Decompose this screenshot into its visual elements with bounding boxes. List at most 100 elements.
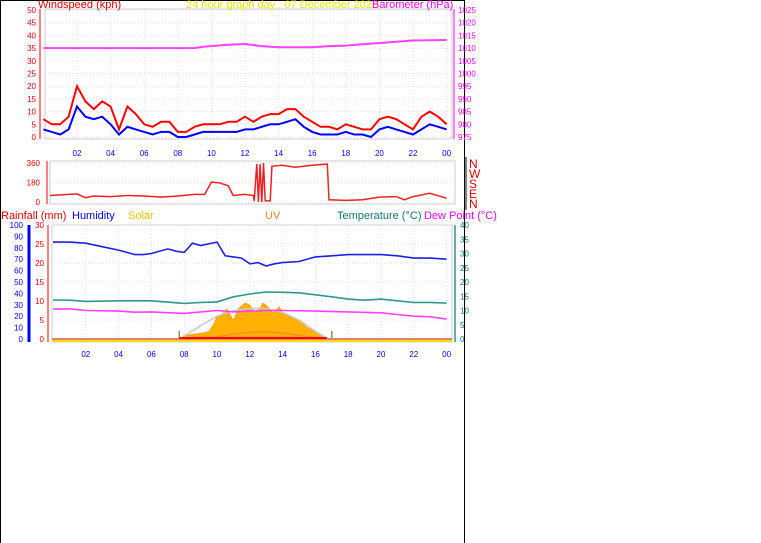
humidity-y-tick: 70 — [14, 255, 23, 264]
barometer-line — [43, 39, 447, 50]
direction-label-n2: N — [469, 197, 478, 211]
lower-x-tick: 10 — [213, 350, 222, 359]
wind-x-tick: 18 — [341, 149, 350, 158]
wind-x-tick: 02 — [73, 149, 82, 158]
humidity-y-tick: 60 — [14, 267, 23, 276]
wind-x-tick: 08 — [173, 149, 182, 158]
legend-rainfall: Rainfall (mm) — [1, 210, 67, 222]
humidity-y-tick: 40 — [14, 289, 23, 298]
rainfall-y-tick: 20 — [35, 259, 44, 268]
temperature-y-tick: 10 — [460, 307, 469, 316]
temperature-y-tick: 5 — [460, 321, 465, 330]
solar-max-line — [178, 307, 329, 340]
direction-label-e: E — [469, 187, 478, 201]
temperature-y-tick: 40 — [460, 221, 469, 230]
lower-x-tick: 20 — [377, 350, 386, 359]
barometer-y-tick: 1015 — [458, 31, 476, 40]
dew-point-line — [52, 307, 447, 320]
windspeed-axis-title: Windspeed (kph) — [38, 0, 122, 11]
rainfall-y-tick: 10 — [35, 297, 44, 306]
wind-x-tick: 22 — [409, 149, 418, 158]
direction-label-w: W — [469, 167, 481, 181]
solar-baseline — [52, 340, 452, 342]
average-wind-line — [43, 104, 447, 139]
wind-y-tick: 20 — [27, 82, 36, 91]
direction-y-tick: 360 — [27, 159, 41, 168]
wind-y-tick: 30 — [27, 57, 36, 66]
lower-x-tick: 18 — [344, 350, 353, 359]
humidity-y-tick: 80 — [14, 244, 23, 253]
temperature-y-tick: 15 — [460, 292, 469, 301]
rainfall-y-tick: 15 — [35, 278, 44, 287]
wind-y-tick: 50 — [27, 6, 36, 15]
barometer-y-tick: 1000 — [458, 70, 476, 79]
lower-x-tick: 06 — [147, 350, 156, 359]
wind-y-tick: 0 — [32, 133, 37, 142]
wind-y-tick: 10 — [27, 108, 36, 117]
barometer-y-tick: 995 — [458, 82, 472, 91]
humidity-y-tick: 50 — [14, 278, 23, 287]
legend-dew-point: Dew Point (°C) — [424, 210, 497, 222]
barometer-y-tick: 975 — [458, 133, 472, 142]
direction-label-n: N — [469, 157, 478, 171]
temperature-y-tick: 0 — [460, 335, 465, 344]
lower-x-tick: 02 — [81, 350, 90, 359]
humidity-y-tick: 0 — [19, 335, 24, 344]
wind-x-tick: 14 — [274, 149, 283, 158]
graph-frame — [0, 0, 465, 543]
barometer-y-tick: 980 — [458, 120, 472, 129]
lower-x-tick: 22 — [409, 350, 418, 359]
lower-x-tick: 12 — [245, 350, 254, 359]
humidity-y-tick: 20 — [14, 312, 23, 321]
humidity-y-tick: 90 — [14, 232, 23, 241]
wind-x-tick: 06 — [140, 149, 149, 158]
wind-x-tick: 12 — [241, 149, 250, 158]
temperature-y-tick: 30 — [460, 250, 469, 259]
direction-label-s: S — [469, 177, 478, 191]
wind-y-tick: 25 — [27, 70, 36, 79]
direction-line — [49, 162, 447, 203]
rainfall-y-tick: 30 — [35, 221, 44, 230]
wind-x-tick: 10 — [207, 149, 216, 158]
humidity-y-tick: 10 — [14, 324, 23, 333]
lower-x-tick: 14 — [278, 350, 287, 359]
legend-solar: Solar — [128, 210, 154, 222]
temperature-y-tick: 25 — [460, 264, 469, 273]
barometer-axis-title: Barometer (hPa) — [372, 0, 454, 11]
wind-x-tick: 16 — [308, 149, 317, 158]
gust-line — [42, 83, 448, 133]
wind-y-tick: 45 — [27, 19, 36, 28]
lower-x-tick: 04 — [114, 350, 123, 359]
lower-x-tick: 00 — [442, 350, 451, 359]
wind-y-tick: 15 — [27, 95, 36, 104]
temperature-y-tick: 35 — [460, 235, 469, 244]
wind-y-tick: 5 — [32, 120, 37, 129]
lower-x-tick: 08 — [180, 350, 189, 359]
temperature-y-tick: 20 — [460, 278, 469, 287]
legend-uv: UV — [265, 210, 281, 222]
rainfall-y-tick: 0 — [40, 335, 45, 344]
barometer-y-tick: 985 — [458, 108, 472, 117]
direction-y-tick: 0 — [36, 198, 41, 207]
legend-humidity: Humidity — [72, 210, 115, 222]
rainfall-y-tick: 5 — [40, 316, 45, 325]
temperature-line — [52, 291, 447, 305]
barometer-y-tick: 1025 — [458, 6, 476, 15]
wind-x-tick: 20 — [375, 149, 384, 158]
wind-y-tick: 35 — [27, 44, 36, 53]
barometer-y-tick: 990 — [458, 95, 472, 104]
barometer-y-tick: 1005 — [458, 57, 476, 66]
rainfall-y-tick: 25 — [35, 240, 44, 249]
barometer-y-tick: 1020 — [458, 19, 476, 28]
graph-title: 24 hour graph day : 07 December 2025 — [186, 0, 379, 11]
humidity-line — [53, 241, 447, 267]
wind-x-tick: 04 — [106, 149, 115, 158]
humidity-y-tick: 30 — [14, 301, 23, 310]
humidity-y-tick: 100 — [10, 221, 24, 230]
wind-y-tick: 40 — [27, 31, 36, 40]
lower-x-tick: 16 — [311, 350, 320, 359]
legend-temperature: Temperature (°C) — [337, 210, 422, 222]
direction-y-tick: 180 — [27, 179, 41, 188]
barometer-y-tick: 1010 — [458, 44, 476, 53]
